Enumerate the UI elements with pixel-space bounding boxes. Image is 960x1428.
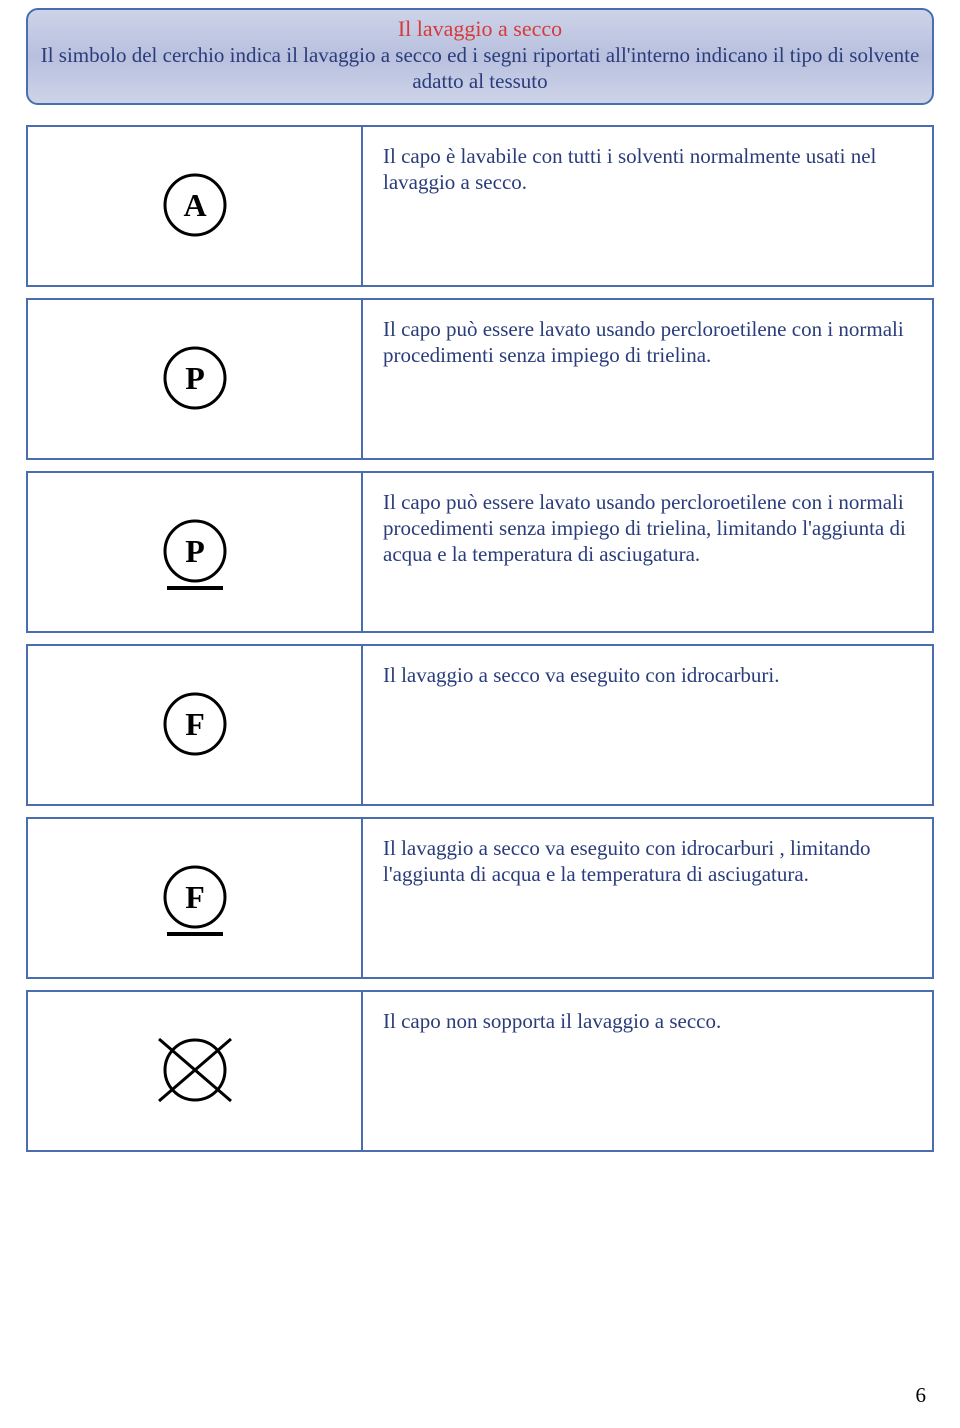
dryclean-symbol-icon: F: [135, 670, 255, 780]
svg-text:A: A: [183, 187, 206, 223]
table-row: F Il lavaggio a secco va eseguito con idr…: [26, 644, 934, 806]
dryclean-symbol-icon: P: [135, 324, 255, 434]
description-cell: Il capo può essere lavato usando perclor…: [363, 473, 932, 631]
dryclean-symbol-icon: P: [135, 497, 255, 607]
description-cell: Il capo può essere lavato usando perclor…: [363, 300, 932, 458]
svg-text:P: P: [185, 533, 205, 569]
description-text: Il capo può essere lavato usando perclor…: [383, 316, 912, 369]
symbol-cell: [28, 992, 363, 1150]
symbol-cell: A: [28, 127, 363, 285]
description-cell: Il lavaggio a secco va eseguito con idro…: [363, 819, 932, 977]
description-cell: Il lavaggio a secco va eseguito con idro…: [363, 646, 932, 804]
page-number: 6: [916, 1383, 927, 1408]
symbol-cell: P: [28, 300, 363, 458]
table-row: P Il capo può essere lavato usando perclo…: [26, 471, 934, 633]
description-text: Il capo non sopporta il lavaggio a secco…: [383, 1008, 721, 1034]
description-cell: Il capo è lavabile con tutti i solventi …: [363, 127, 932, 285]
description-text: Il lavaggio a secco va eseguito con idro…: [383, 835, 912, 888]
symbol-cell: F: [28, 819, 363, 977]
description-text: Il capo è lavabile con tutti i solventi …: [383, 143, 912, 196]
table-row: A Il capo è lavabile con tutti i solventi…: [26, 125, 934, 287]
svg-text:F: F: [185, 706, 205, 742]
symbol-table: A Il capo è lavabile con tutti i solventi…: [26, 125, 934, 1152]
table-row: F Il lavaggio a secco va eseguito con idr…: [26, 817, 934, 979]
symbol-cell: F: [28, 646, 363, 804]
header-box: Il lavaggio a secco Il simbolo del cerch…: [26, 8, 934, 105]
description-text: Il lavaggio a secco va eseguito con idro…: [383, 662, 780, 688]
table-row: P Il capo può essere lavato usando perclo…: [26, 298, 934, 460]
dryclean-symbol-icon: F: [135, 843, 255, 953]
header-title: Il lavaggio a secco: [38, 16, 922, 42]
dryclean-symbol-icon: A: [135, 151, 255, 261]
description-text: Il capo può essere lavato usando perclor…: [383, 489, 912, 568]
symbol-cell: P: [28, 473, 363, 631]
dryclean-symbol-icon: [135, 1016, 255, 1126]
svg-text:F: F: [185, 879, 205, 915]
svg-text:P: P: [185, 360, 205, 396]
table-row: Il capo non sopporta il lavaggio a secco…: [26, 990, 934, 1152]
header-subtitle: Il simbolo del cerchio indica il lavaggi…: [38, 42, 922, 95]
description-cell: Il capo non sopporta il lavaggio a secco…: [363, 992, 932, 1150]
